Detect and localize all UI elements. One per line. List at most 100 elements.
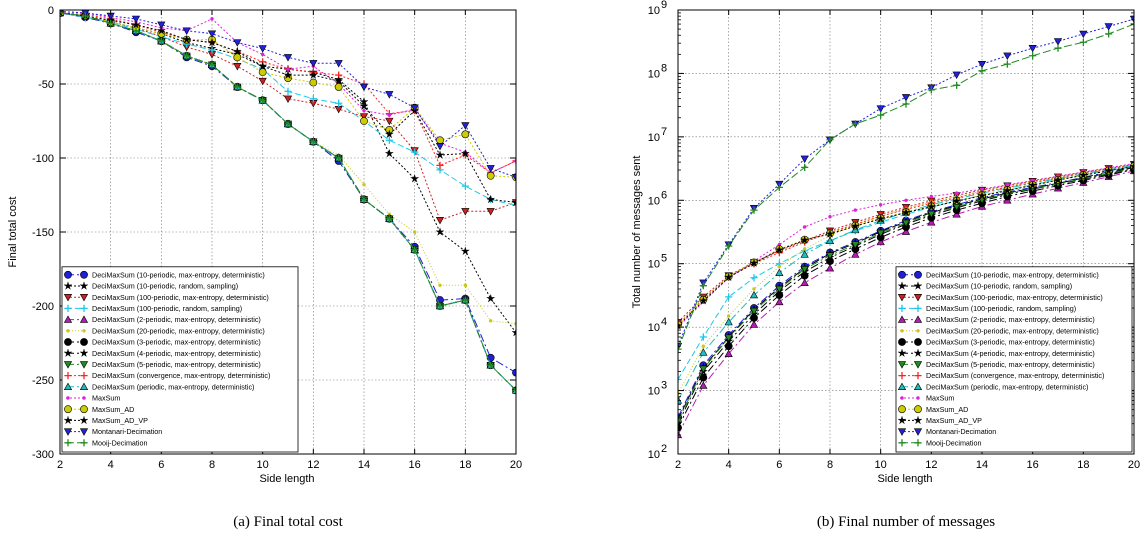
data-point — [511, 174, 516, 182]
legend-label: MaxSum_AD_VP — [926, 416, 982, 425]
legend-label: Montanari-Decimation — [926, 427, 996, 436]
x-tick-label: 8 — [209, 459, 215, 471]
data-point — [233, 83, 241, 91]
y-tick-label-exponent: 6 — [661, 189, 667, 201]
panel-a-caption: (a) Final total cost — [233, 514, 343, 530]
legend-entry: DeciMaxSum (periodic, max-entropy, deter… — [897, 382, 1088, 391]
legend-label: DeciMaxSum (convergence, max-entropy, de… — [92, 371, 270, 380]
data-point — [183, 52, 191, 60]
data-point — [901, 94, 911, 102]
data-point — [777, 264, 782, 269]
legend-marker — [898, 304, 906, 312]
panel-b-ylabel: Total number of messages sent — [631, 156, 643, 309]
data-point — [435, 227, 445, 236]
data-point — [232, 46, 242, 56]
legend-marker — [63, 361, 73, 369]
legend-label: DeciMaxSum (periodic, max-entropy, deter… — [92, 382, 254, 391]
data-point — [1079, 38, 1087, 46]
data-point — [486, 165, 495, 173]
legend-label: MaxSum_AD — [92, 405, 134, 414]
legend-entry: Montanari-Decimation — [63, 427, 162, 436]
legend-marker — [64, 270, 72, 279]
data-point — [107, 19, 115, 27]
data-point — [359, 113, 369, 121]
data-point — [850, 221, 860, 231]
data-point — [724, 317, 733, 326]
data-point — [678, 375, 682, 384]
data-point — [488, 319, 493, 323]
legend-entry: MaxSum_AD — [64, 405, 134, 414]
data-point — [157, 21, 166, 30]
data-point — [927, 86, 935, 94]
panel-b-legend: DeciMaxSum (10-periodic, max-entropy, de… — [895, 266, 1133, 453]
legend-label: DeciMaxSum (100-periodic, random, sampli… — [926, 304, 1076, 313]
legend-label: DeciMaxSum (3-periodic, max-entropy, det… — [92, 338, 261, 347]
legend-marker — [64, 304, 72, 312]
legend-marker — [63, 428, 73, 436]
series-13 — [60, 10, 516, 207]
data-point — [435, 150, 445, 159]
data-point — [876, 229, 885, 238]
series-line — [60, 12, 516, 206]
legend-marker — [900, 396, 904, 400]
data-point — [412, 230, 417, 234]
data-point — [182, 34, 192, 44]
data-point — [750, 206, 758, 214]
legend-entry: MaxSum_AD_VP — [63, 415, 148, 425]
legend-marker — [80, 304, 88, 312]
data-point — [851, 241, 860, 249]
legend-label: MaxSum — [926, 394, 954, 403]
legend-marker — [916, 396, 920, 400]
x-tick-label: 6 — [158, 459, 164, 471]
data-point — [904, 198, 908, 202]
data-point — [385, 91, 394, 99]
data-point — [359, 83, 369, 92]
data-point — [258, 45, 267, 53]
data-point — [334, 76, 344, 85]
panel-a-final-total-cost: 2 4 6 8 10 12 14 16 18 20 0 -50 -100 -150 -200 -250 -300… — [7, 5, 522, 530]
legend-entry: Mooij-Decimation — [64, 438, 148, 447]
y-tick-label-base: 10 — [648, 259, 660, 271]
legend-marker — [897, 382, 907, 390]
x-tick-label: 20 — [1128, 459, 1140, 471]
data-point — [752, 287, 756, 291]
data-point — [878, 203, 883, 207]
legend-marker — [913, 361, 923, 369]
data-point — [724, 342, 733, 351]
data-point — [334, 83, 343, 91]
legend-label: Mooij-Decimation — [926, 438, 982, 447]
data-point — [511, 327, 516, 337]
data-point — [157, 37, 165, 45]
y-tick-label-exponent: 3 — [661, 380, 667, 392]
data-point — [308, 70, 318, 79]
data-point — [929, 194, 934, 199]
y-tick-label: -50 — [38, 79, 54, 91]
legend-marker — [64, 439, 72, 447]
legend-label: DeciMaxSum (5-periodic, max-entropy, det… — [926, 360, 1095, 369]
legend-entry: DeciMaxSum (4-periodic, max-entropy, det… — [897, 348, 1095, 358]
legend-label: DeciMaxSum (100-periodic, max-entropy, d… — [92, 293, 269, 302]
data-point — [825, 229, 835, 238]
legend-marker — [898, 405, 906, 414]
data-point — [1053, 38, 1063, 46]
legend-marker — [79, 348, 89, 358]
x-tick-label: 20 — [510, 459, 522, 471]
y-tick-label: -250 — [32, 375, 54, 387]
data-point — [800, 155, 809, 164]
legend-marker — [914, 405, 922, 414]
legend-marker — [64, 372, 72, 380]
data-point — [1003, 52, 1012, 60]
data-point — [60, 10, 64, 17]
legend-marker — [63, 415, 73, 425]
x-tick-label: 16 — [409, 459, 421, 471]
data-point — [233, 39, 242, 47]
data-point — [775, 268, 784, 276]
panel-b-plot-frame — [677, 9, 1135, 455]
data-point — [284, 87, 292, 95]
legend-marker — [897, 281, 907, 290]
legend-label: DeciMaxSum (periodic, max-entropy, deter… — [926, 382, 1088, 391]
legend-marker — [916, 329, 920, 333]
legend-marker — [79, 294, 89, 302]
legend-entry: MaxSum_AD — [898, 405, 968, 414]
data-point — [699, 348, 708, 356]
